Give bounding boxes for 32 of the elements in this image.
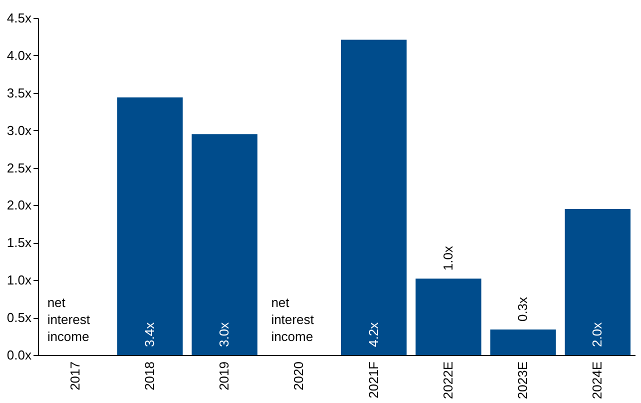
bar bbox=[117, 97, 183, 355]
data-label: 4.2x bbox=[366, 322, 381, 347]
x-tick-label: 2024E bbox=[590, 361, 605, 400]
y-tick-label: 2.0x bbox=[6, 198, 32, 213]
data-label: 3.0x bbox=[216, 322, 232, 347]
y-tick-label: 4.0x bbox=[6, 48, 32, 63]
data-label: 2.0x bbox=[590, 322, 605, 347]
data-label: 3.4x bbox=[142, 322, 157, 347]
x-tick-label: 2018 bbox=[142, 362, 157, 390]
x-tick-label: 2020 bbox=[291, 362, 306, 390]
annotation: net interest income bbox=[271, 295, 314, 344]
bar bbox=[564, 208, 631, 355]
x-tick-label: 2023E bbox=[515, 361, 530, 400]
y-tick-label: 4.5x bbox=[6, 10, 32, 26]
y-tick-label: 3.5x bbox=[6, 85, 32, 100]
x-tick-label: 2021F bbox=[366, 361, 381, 398]
x-tick-label: 2019 bbox=[216, 362, 232, 390]
y-tick-label: 1.0x bbox=[6, 272, 32, 288]
y-tick-label: 2.5x bbox=[6, 160, 32, 176]
x-tick-label: 2022E bbox=[440, 361, 456, 400]
y-tick-label: 0.0x bbox=[6, 348, 32, 362]
bar bbox=[416, 278, 482, 355]
data-label: 0.3x bbox=[515, 296, 530, 322]
bar bbox=[490, 330, 556, 355]
y-tick-label: 3.0x bbox=[6, 122, 32, 138]
y-tick-label: 1.5x bbox=[6, 235, 32, 250]
annotation: net interest income bbox=[47, 295, 90, 344]
x-tick-label: 2017 bbox=[67, 362, 82, 390]
data-label: 1.0x bbox=[440, 246, 456, 271]
bar bbox=[192, 134, 258, 355]
y-tick-label: 0.5x bbox=[6, 310, 32, 326]
bar bbox=[340, 40, 407, 355]
